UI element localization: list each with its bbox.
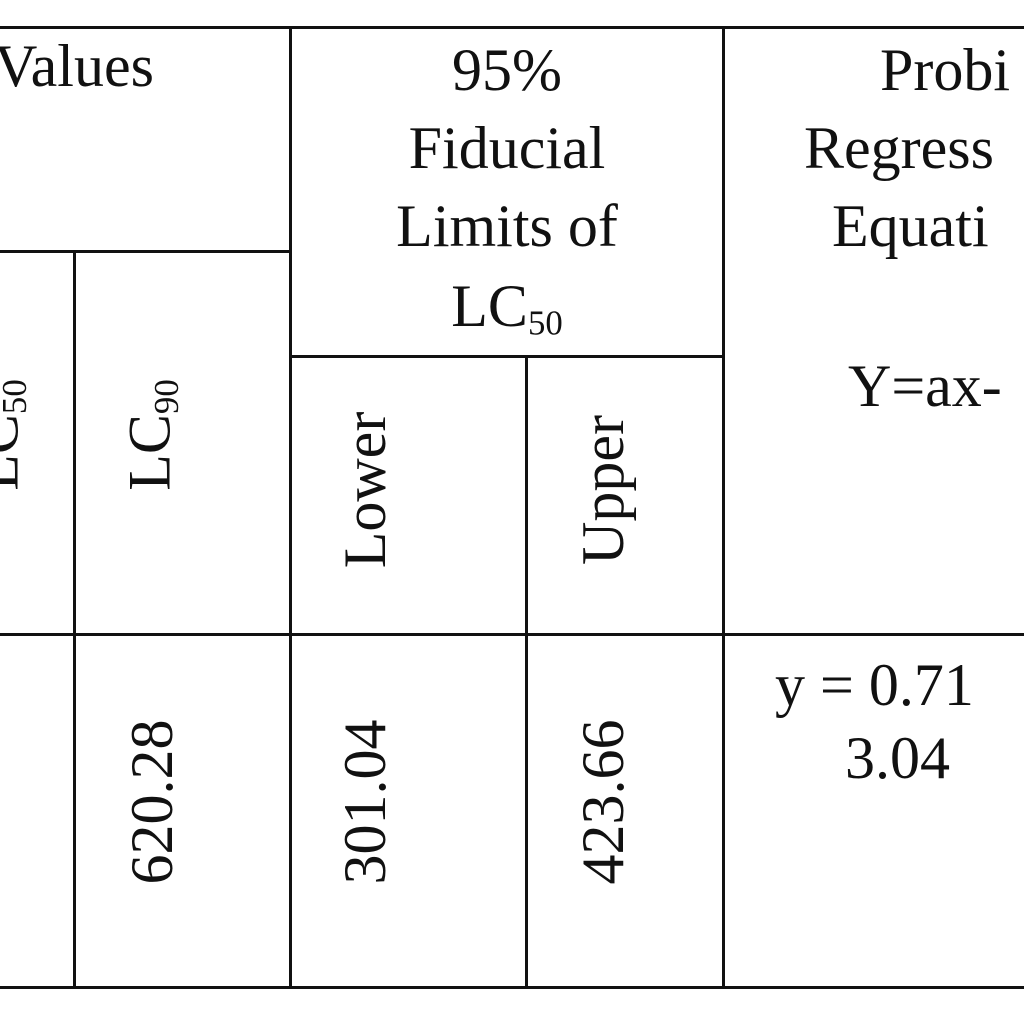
rule xyxy=(0,986,1024,989)
data-cell: 423.66 xyxy=(570,719,636,885)
rule xyxy=(73,250,76,989)
header-cell: Limits of xyxy=(396,193,618,259)
header-text: LC xyxy=(116,414,183,491)
header-cell: Lower xyxy=(332,411,398,569)
rule xyxy=(525,355,528,989)
subscript: 50 xyxy=(0,379,34,415)
rule xyxy=(290,355,725,358)
header-cell: Equati xyxy=(832,193,989,259)
header-cell: Values xyxy=(0,33,154,99)
data-cell: y = 0.71 xyxy=(775,652,974,718)
header-cell: 95% xyxy=(452,37,562,103)
rule xyxy=(0,26,1024,29)
data-cell: 301.04 xyxy=(332,719,398,885)
header-cell: Upper xyxy=(570,415,636,565)
header-cell: Y=ax- xyxy=(848,353,1002,419)
header-text: LC xyxy=(451,273,528,339)
header-cell: Fiducial xyxy=(408,115,606,181)
header-cell: LC50 xyxy=(451,276,562,341)
header-cell: LC90 xyxy=(116,379,186,491)
data-cell: 3.04 xyxy=(845,725,950,791)
rule xyxy=(0,633,1024,636)
header-cell: Regress xyxy=(804,115,994,181)
subscript: 90 xyxy=(146,379,186,415)
header-cell: Probi xyxy=(880,37,1011,103)
rule xyxy=(722,26,725,989)
data-cell: 620.28 xyxy=(119,719,185,885)
rule xyxy=(289,26,292,989)
header-cell: LC50 xyxy=(0,379,34,491)
header-text: LC xyxy=(0,414,31,491)
subscript: 50 xyxy=(527,303,563,343)
rule xyxy=(0,250,292,253)
